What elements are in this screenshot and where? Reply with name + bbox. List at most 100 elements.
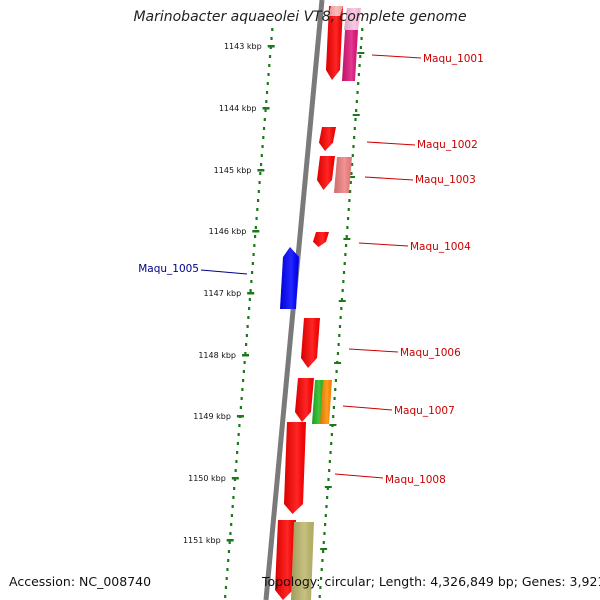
track-dot [235,460,238,463]
cds-1001-shade [342,30,358,81]
tick-label: 1146 kbp [209,227,247,236]
track-dot [342,280,345,283]
gene-label[interactable]: Maqu_1006 [400,347,461,359]
gene-1004-shade [313,232,329,247]
track-dot [339,316,342,319]
track-dot [351,163,354,166]
track-dot [326,496,329,499]
track-dot [241,388,244,391]
track-dot [268,64,271,67]
gene-1001-top-shade [328,6,343,16]
track-dot [360,37,363,40]
track-dot [256,199,260,202]
track-dot [342,271,346,274]
gene-label[interactable]: Maqu_1005 [138,263,199,275]
track-tick [352,114,360,116]
track-dot [352,145,355,148]
track-dot [340,307,343,310]
track-tick [343,238,351,240]
label-leader-line [342,405,393,411]
track-dot [355,100,358,103]
tick-label: 1143 kbp [224,42,262,51]
track-dot [353,127,356,130]
gene-1007-shade [295,378,314,422]
track-dot [349,181,352,184]
track-dot [247,316,250,319]
track-dot [253,244,256,247]
track-dot [245,334,248,337]
tick-label: 1144 kbp [219,104,257,113]
tick-label: 1149 kbp [193,412,231,421]
track-dot [319,586,322,589]
track-tick [338,300,346,302]
track-dot [338,334,341,337]
track-dot [335,370,338,373]
label-leader-line [358,242,409,247]
track-dot [227,550,231,553]
track-dot [326,487,329,490]
track-dot [227,559,230,562]
gene-1002-shade [319,127,336,151]
track-dot [233,487,236,490]
gene-features [275,6,361,600]
gene-label[interactable]: Maqu_1003 [415,174,476,186]
track-dot [260,154,263,157]
track-dot [324,523,327,526]
label-leader-line [334,473,384,479]
track-dot [251,262,254,265]
track-dot [349,190,352,193]
track-dot [237,433,240,436]
track-dot [322,541,325,544]
track-dot [358,64,361,67]
track-dot [236,451,239,454]
track-dot [242,370,245,373]
track-dot [344,244,348,247]
track-dot [231,505,234,508]
track-dot [333,397,336,400]
track-dot [337,343,340,346]
track-dot [244,352,247,355]
track-dot [229,532,232,535]
accession-text: Accession: NC_008740 [9,574,152,589]
track-dot [334,388,337,391]
track-dot [332,406,335,409]
gene-label[interactable]: Maqu_1007 [394,405,455,417]
track-dot [340,298,344,301]
track-tick [329,424,337,426]
cds-1003-shade [334,157,352,193]
track-tick [320,548,328,550]
track-dot [226,568,229,571]
track-dot [348,199,351,202]
gene-label[interactable]: Maqu_1001 [423,53,484,65]
gene-1008-shade [284,422,306,514]
label-leader-line [366,141,416,146]
gene-label[interactable]: Maqu_1002 [417,139,478,151]
gene-1003-shade [317,156,335,190]
track-dot [357,73,360,76]
track-dot [261,145,264,148]
track-dot [345,235,348,238]
track-dot [361,28,364,31]
track-dot [332,415,335,418]
track-dot [253,235,257,238]
track-dot [268,55,272,58]
major-tick [252,230,260,233]
track-dot [356,91,359,94]
cds-1007-orange-shade [320,380,332,424]
tick-marks: 1143 kbp 1144 kbp 1145 kbp 1146 kbp 1147 kbp… [183,28,365,598]
track-dot [271,28,274,31]
track-dot [319,577,323,580]
label-leader-line [364,176,414,181]
track-dot [321,559,324,562]
genome-summary-text: Topology: circular; Length: 4,326,849 bp… [262,574,600,589]
track-dot [255,217,258,220]
gene-label[interactable]: Maqu_1004 [410,241,471,253]
track-tick [334,362,342,364]
track-dot [228,541,231,544]
track-dot [236,442,240,445]
gene-label[interactable]: Maqu_1008 [385,474,446,486]
track-dot [258,181,261,184]
track-dot [262,136,265,139]
track-dot [242,379,245,382]
